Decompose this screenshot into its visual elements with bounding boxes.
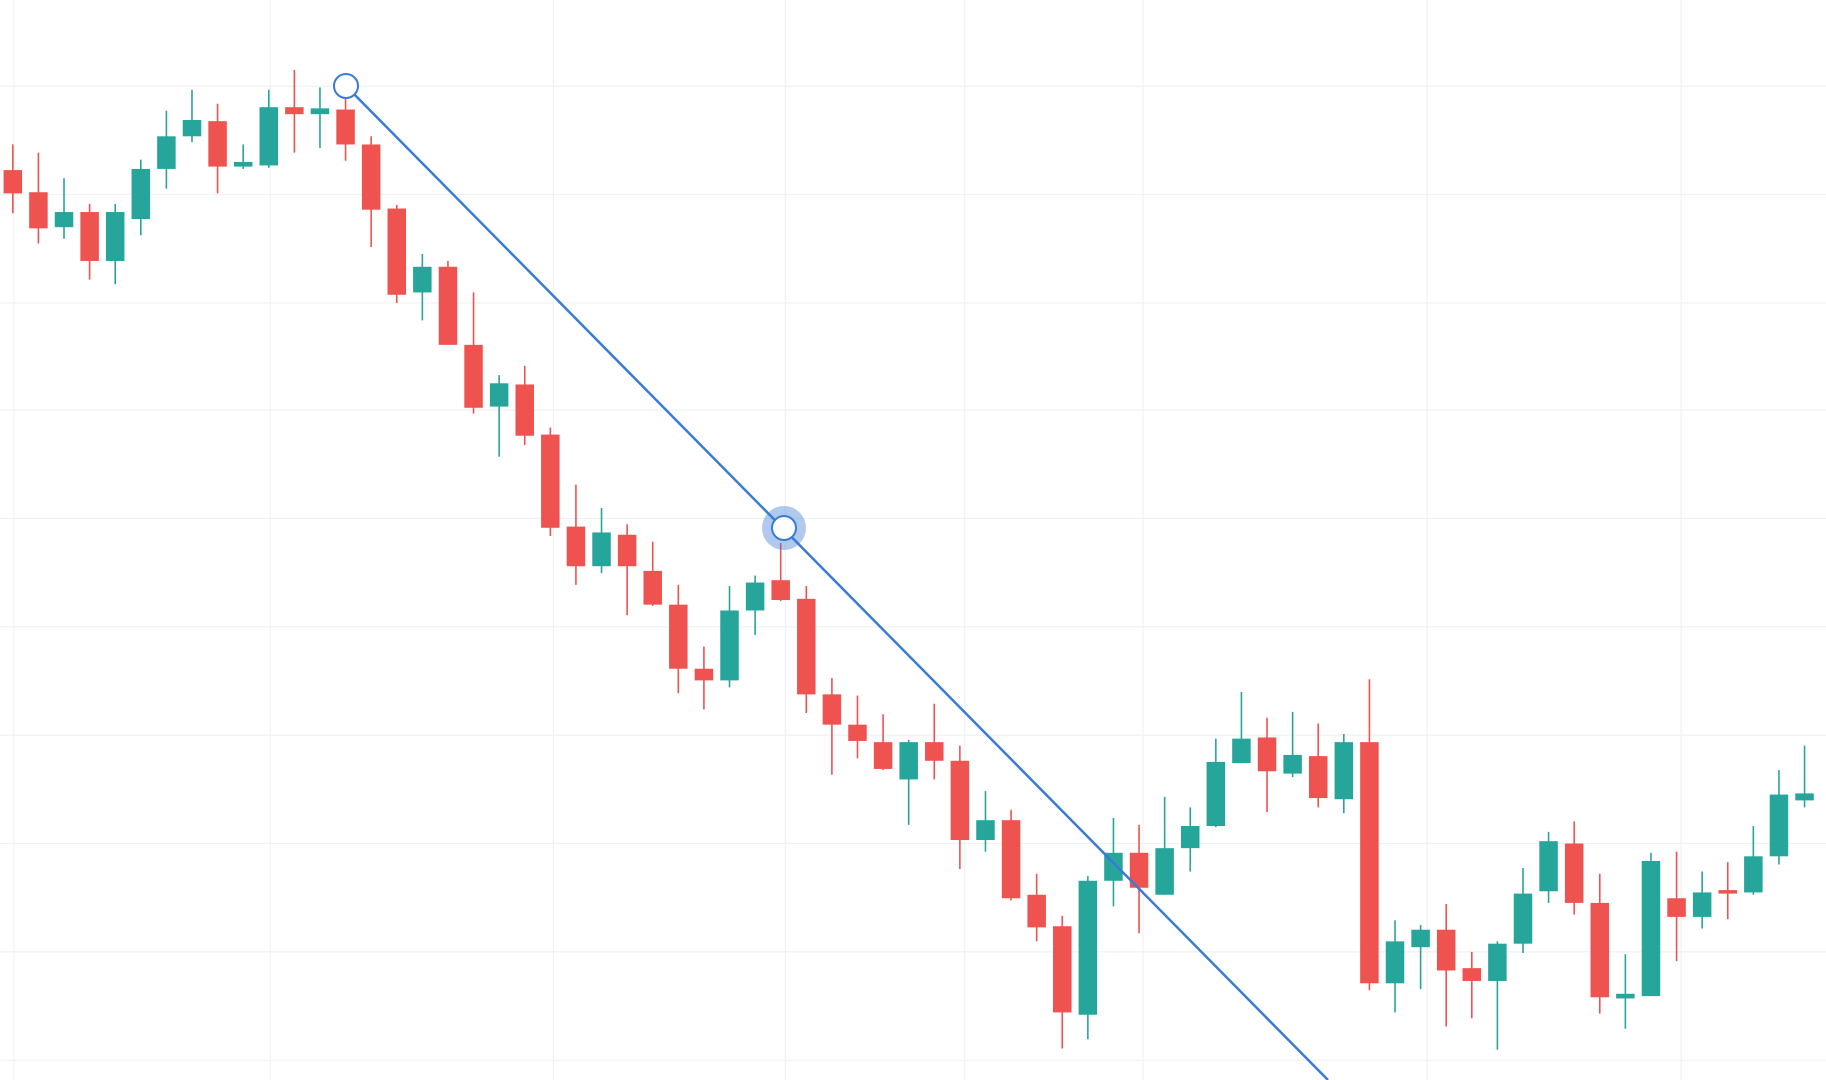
trend-anchor[interactable] (333, 73, 359, 99)
candle-body (1795, 793, 1814, 801)
trend-anchor[interactable] (771, 515, 797, 541)
candle-body (771, 580, 790, 600)
candle-body (1078, 880, 1098, 1015)
candle-body (1257, 737, 1277, 772)
candle-body (1513, 893, 1533, 944)
candle-body (3, 170, 23, 194)
candle-body (515, 384, 534, 436)
candle-body (1411, 929, 1430, 948)
candle-body (361, 144, 381, 210)
candle-body (592, 532, 611, 567)
candles (3, 69, 1814, 1050)
candle-body (899, 742, 918, 780)
candle-body (1769, 794, 1789, 857)
candle-body (566, 526, 586, 567)
candle-body (976, 820, 995, 840)
candle-body (131, 168, 151, 220)
candle-body (336, 109, 355, 145)
candle-body (1667, 898, 1686, 917)
candle-body (29, 192, 48, 229)
candle-body (285, 107, 304, 115)
candle-body (105, 212, 125, 261)
candle-body (1539, 841, 1558, 892)
candle-body (1027, 894, 1046, 928)
candle-body (80, 212, 99, 261)
candle-body (182, 120, 202, 137)
candle-body (310, 108, 330, 115)
candle-body (1462, 968, 1482, 981)
candle-body (1334, 742, 1354, 800)
candle-body (1564, 843, 1584, 903)
trend-line-drawing[interactable] (333, 73, 1329, 1080)
candle-body (848, 724, 867, 741)
candle-body (925, 742, 944, 761)
candle-body (1180, 826, 1200, 849)
candle-body (1590, 902, 1610, 998)
candle-body (822, 694, 842, 725)
candle-body (1436, 929, 1456, 971)
candle-body (157, 136, 176, 169)
candle-body (489, 383, 509, 407)
candle-body (797, 598, 816, 695)
candle-body (873, 742, 893, 769)
candle-body (1232, 738, 1251, 764)
candle-body (413, 266, 432, 293)
candle-body (1718, 890, 1738, 894)
candle-body (259, 107, 279, 166)
candle-body (720, 610, 739, 681)
candle-body (617, 534, 637, 567)
candle-body (1616, 993, 1635, 999)
candle-body (1488, 943, 1507, 981)
candle-body (1206, 761, 1226, 827)
candle-body (1641, 860, 1661, 997)
candle-body (950, 760, 970, 840)
candle-body (669, 604, 688, 669)
candle-body (54, 212, 74, 228)
candle-body (1744, 856, 1763, 893)
candle-body (1360, 742, 1379, 984)
candle-body (1053, 926, 1072, 1013)
candle-body (643, 570, 662, 605)
candle-body (208, 121, 227, 167)
candle-body (387, 208, 407, 295)
candle-body (464, 344, 483, 408)
candle-body (1692, 892, 1712, 917)
candle-body (1385, 941, 1405, 984)
candle-body (438, 266, 458, 345)
candle-body (1308, 756, 1328, 799)
candle-body (541, 434, 560, 528)
trend-line[interactable] (345, 85, 1329, 1080)
candle-body (1283, 754, 1302, 774)
candle-body (233, 161, 253, 167)
candle-body (1001, 820, 1021, 899)
candle-body (745, 582, 765, 611)
candle-body (1155, 848, 1174, 895)
candle-body (694, 668, 714, 681)
candle-body (1129, 852, 1149, 888)
